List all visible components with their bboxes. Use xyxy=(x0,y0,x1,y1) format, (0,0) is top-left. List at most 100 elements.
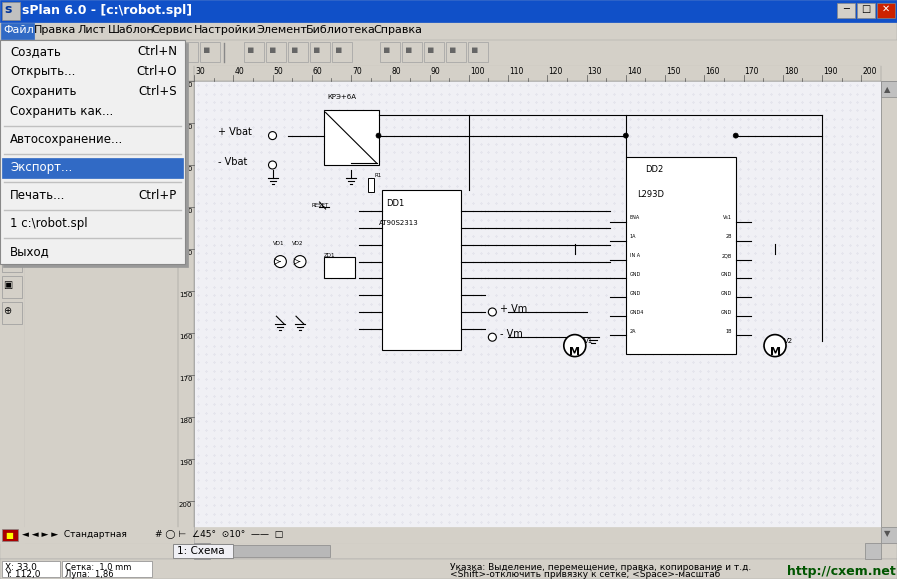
Text: DD2: DD2 xyxy=(646,165,664,174)
Text: Ctrl+N: Ctrl+N xyxy=(137,45,177,58)
Text: 130: 130 xyxy=(179,208,193,214)
Text: ▪: ▪ xyxy=(313,45,320,55)
Text: ↖: ↖ xyxy=(3,72,11,82)
Bar xyxy=(266,42,286,62)
Bar xyxy=(2,42,22,62)
Text: Vs1: Vs1 xyxy=(723,215,732,221)
Text: ▪: ▪ xyxy=(5,45,13,55)
Text: Файл: Файл xyxy=(3,25,34,35)
Text: GND: GND xyxy=(720,291,732,296)
Text: 140: 140 xyxy=(627,67,641,76)
Text: Экспорт...: Экспорт... xyxy=(10,161,73,174)
Bar xyxy=(857,3,875,18)
Bar xyxy=(446,42,466,62)
Text: 30: 30 xyxy=(195,67,205,76)
Bar xyxy=(0,65,194,81)
Text: AT90S2313: AT90S2313 xyxy=(379,219,418,226)
Text: ↗: ↗ xyxy=(3,202,11,212)
Text: 170: 170 xyxy=(179,376,193,382)
Bar xyxy=(0,543,897,559)
Text: - Vbat: - Vbat xyxy=(218,156,247,167)
Bar xyxy=(877,3,895,18)
Text: V1: V1 xyxy=(584,338,593,343)
Text: ▪: ▪ xyxy=(269,45,276,55)
Text: 100: 100 xyxy=(470,67,484,76)
Circle shape xyxy=(564,335,586,357)
Text: КРЭ+6А: КРЭ+6А xyxy=(327,94,356,100)
Text: ◇: ◇ xyxy=(3,150,11,160)
Bar xyxy=(0,527,897,543)
Text: Сохранить: Сохранить xyxy=(10,85,76,98)
Text: Шаблон: Шаблон xyxy=(108,25,154,35)
Text: 50: 50 xyxy=(274,67,283,76)
Bar xyxy=(865,543,881,559)
Text: Лупа:  1,86: Лупа: 1,86 xyxy=(65,570,114,579)
Text: ▪: ▪ xyxy=(71,45,79,55)
Text: - Vm: - Vm xyxy=(501,329,523,339)
Text: GND: GND xyxy=(720,310,732,315)
Text: RESET: RESET xyxy=(312,203,329,208)
Text: □: □ xyxy=(3,98,13,108)
Text: 80: 80 xyxy=(391,67,401,76)
Bar xyxy=(2,198,22,220)
Text: 70: 70 xyxy=(352,67,361,76)
Bar xyxy=(2,68,22,90)
Text: ▪: ▪ xyxy=(115,45,123,55)
Bar xyxy=(2,561,60,577)
Text: ▪: ▪ xyxy=(291,45,299,55)
Bar xyxy=(90,42,110,62)
Text: 100: 100 xyxy=(179,82,193,88)
Bar xyxy=(2,94,22,116)
Text: ▪: ▪ xyxy=(181,45,188,55)
Text: □: □ xyxy=(861,4,871,14)
Bar xyxy=(1,23,34,39)
Bar xyxy=(112,42,132,62)
Text: ▲: ▲ xyxy=(884,85,890,94)
Bar xyxy=(0,559,897,579)
Text: 150: 150 xyxy=(179,292,192,298)
Bar xyxy=(881,81,897,543)
Text: ◄ ◄ ► ►  Стандартная: ◄ ◄ ► ► Стандартная xyxy=(22,530,126,539)
Text: Ctrl+O: Ctrl+O xyxy=(136,65,177,78)
Bar xyxy=(324,258,355,278)
Circle shape xyxy=(488,308,496,316)
Text: 2A: 2A xyxy=(630,329,636,334)
Text: ─: ─ xyxy=(843,4,849,14)
Bar xyxy=(332,42,352,62)
Text: ENA: ENA xyxy=(630,215,640,221)
Text: 1 c:\robot.spl: 1 c:\robot.spl xyxy=(10,217,88,230)
Bar xyxy=(0,65,24,543)
Circle shape xyxy=(733,133,738,138)
Text: Открыть...: Открыть... xyxy=(10,65,75,78)
Text: Выход: Выход xyxy=(10,245,49,258)
Bar xyxy=(402,42,422,62)
Text: GND: GND xyxy=(630,291,641,296)
Circle shape xyxy=(268,131,276,140)
Text: ▣: ▣ xyxy=(3,280,13,290)
Text: X: 33,0: X: 33,0 xyxy=(5,563,37,572)
Text: 110: 110 xyxy=(179,124,193,130)
Text: Правка: Правка xyxy=(34,25,76,35)
Bar xyxy=(380,42,400,62)
Text: 160: 160 xyxy=(179,334,193,340)
Text: ✕: ✕ xyxy=(882,4,890,14)
Bar xyxy=(2,302,22,324)
Bar xyxy=(2,250,22,272)
Bar xyxy=(2,146,22,168)
Text: ■: ■ xyxy=(5,531,13,540)
Text: 2B: 2B xyxy=(726,234,732,239)
Circle shape xyxy=(294,255,306,267)
Text: Лист: Лист xyxy=(77,25,105,35)
Text: ▪: ▪ xyxy=(449,45,457,55)
Text: ▪: ▪ xyxy=(405,45,413,55)
Text: ▪: ▪ xyxy=(335,45,343,55)
Bar xyxy=(837,3,855,18)
Text: ▪: ▪ xyxy=(471,45,478,55)
Text: 120: 120 xyxy=(179,166,192,172)
Circle shape xyxy=(488,333,496,341)
Bar xyxy=(244,42,264,62)
Text: Автосохранение...: Автосохранение... xyxy=(10,133,123,146)
Bar xyxy=(24,81,194,543)
Text: 140: 140 xyxy=(179,250,192,256)
Bar xyxy=(288,42,308,62)
